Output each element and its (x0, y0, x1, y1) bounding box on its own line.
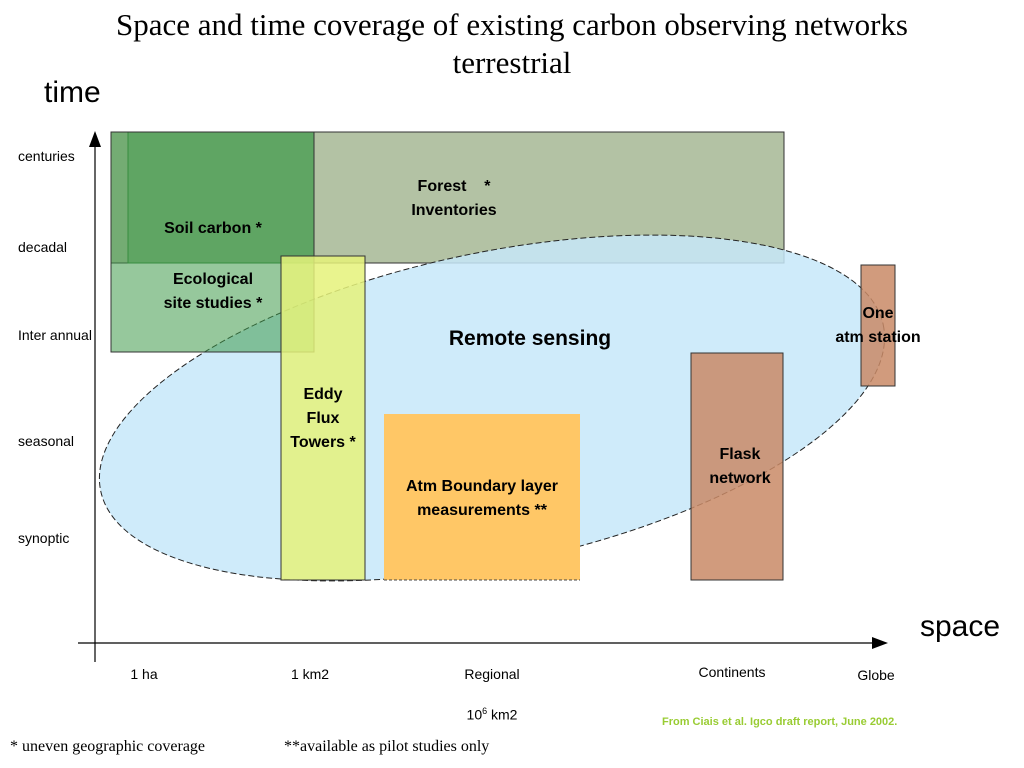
one-atm-station-region (860, 264, 896, 387)
x-tick-label: Globe (857, 667, 895, 683)
x-tick-label: Continents (698, 664, 766, 680)
y-tick-label: decadal (18, 239, 68, 255)
ecological-site-studies-region (110, 131, 315, 353)
x-axis-title: space (920, 610, 1001, 643)
x-tick-label: 1 km2 (290, 666, 330, 682)
footnote-uneven-coverage: * uneven geographic coverage (10, 738, 206, 755)
x-axis-arrowhead (872, 637, 888, 649)
atm-boundary-layer-region (384, 414, 580, 580)
title-line-1: Space and time coverage of existing carb… (116, 7, 908, 42)
eddy-flux-towers-label: Eddy Flux Towers * (290, 386, 356, 451)
x-sub-tick-label: 106 km2 (466, 706, 518, 723)
title-line-2: terrestrial (452, 45, 572, 80)
soil-carbon-label: Soil carbon * (164, 220, 262, 237)
x-tick-label: Regional (464, 666, 520, 682)
atm-boundary-layer-label: Atm Boundary layer measurements ** (405, 478, 559, 519)
source-credit: From Ciais et al. Igco draft report, Jun… (662, 716, 898, 728)
y-tick-label: Inter annual (18, 327, 92, 343)
remote-sensing-label: Remote sensing (448, 327, 612, 350)
y-tick-label: centuries (18, 148, 75, 164)
flask-network-region (690, 352, 784, 581)
one-atm-station-label: One atm station (835, 305, 921, 346)
page-title: Space and time coverage of existing carb… (0, 6, 1024, 82)
y-axis-title: time (44, 76, 101, 109)
footnote-pilot-studies: **available as pilot studies only (284, 738, 490, 755)
y-axis-arrowhead (89, 131, 101, 147)
flask-network-label: Flask network (709, 446, 771, 487)
ecological-site-studies-label: Ecological site studies * (163, 271, 263, 312)
y-tick-label: synoptic (18, 530, 70, 546)
forest-inventories-label: Forest * Inventories (411, 178, 497, 219)
eddy-flux-towers-region (280, 255, 366, 581)
x-tick-label: 1 ha (130, 666, 158, 682)
y-tick-label: seasonal (18, 433, 75, 449)
